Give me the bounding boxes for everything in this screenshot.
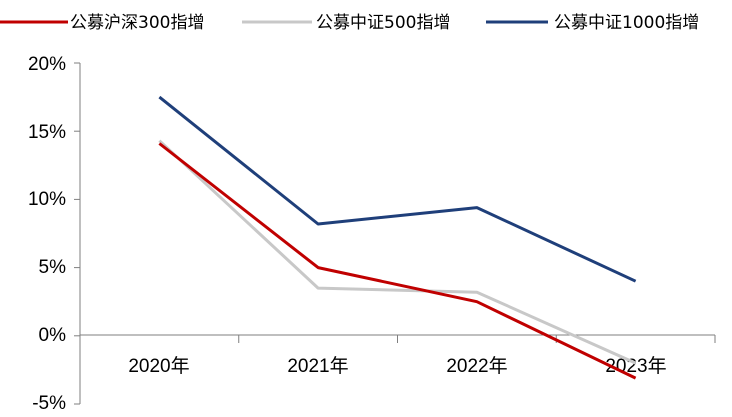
series-layer [158, 95, 637, 380]
legend-label-hs300: 公募沪深300指增 [70, 13, 204, 33]
series-line-zz1000 [158, 95, 637, 283]
x-tick-label: 2021年 [287, 355, 348, 377]
x-tick-label: 2023年 [605, 355, 666, 377]
y-axis: 20% 15% 10% 5% 0% -5% [28, 54, 81, 414]
y-tick-label: 15% [28, 122, 66, 143]
series-line-hs300 [158, 142, 637, 380]
y-tick-label: 5% [39, 257, 67, 278]
legend: 公募沪深300指增 公募中证500指增 公募中证1000指增 [0, 13, 699, 33]
series-line-zz500 [158, 139, 637, 365]
y-tick-label: 20% [28, 54, 66, 75]
y-tick-label: 0% [39, 325, 67, 346]
legend-label-zz1000: 公募中证1000指增 [554, 13, 699, 33]
y-tick-label: 10% [28, 189, 66, 210]
legend-label-zz500: 公募中证500指增 [316, 13, 450, 33]
x-tick-label: 2020年 [128, 355, 189, 377]
x-axis: 2020年 2021年 2022年 2023年 [79, 334, 716, 377]
y-tick-label: -5% [32, 393, 66, 414]
x-tick-label: 2022年 [446, 355, 507, 377]
